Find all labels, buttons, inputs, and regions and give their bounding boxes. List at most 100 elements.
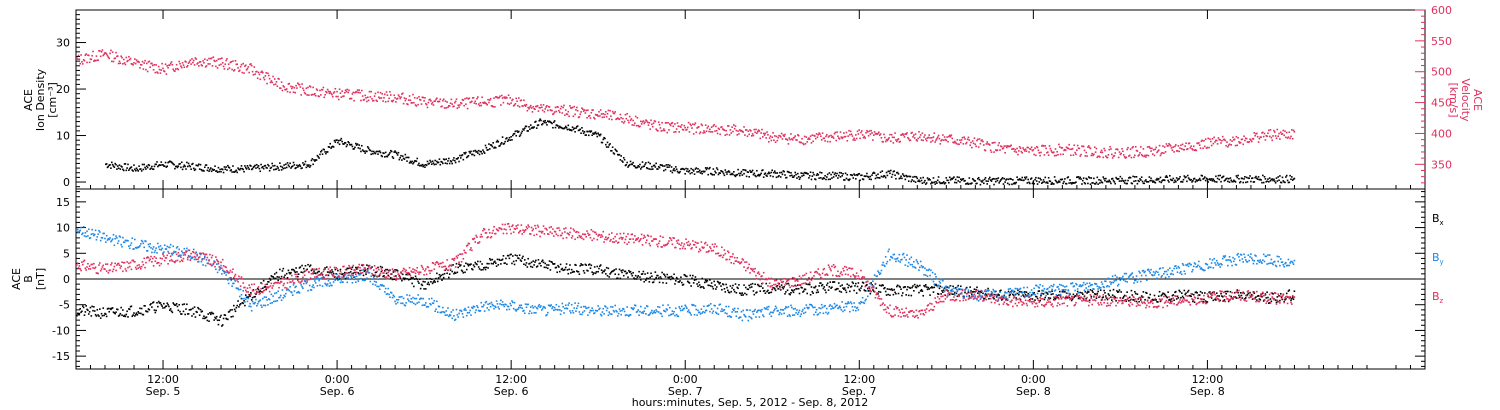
bx-point [407,273,409,275]
velocity-point [1121,147,1123,150]
bx-point [292,268,295,271]
bx-point [341,273,343,276]
density-point [925,182,928,184]
velocity-point [100,50,103,53]
by-point [359,273,361,276]
density-point [1188,178,1191,181]
velocity-point [521,105,524,107]
bx-point [221,324,224,326]
bx-point [789,293,791,296]
velocity-point [125,56,128,59]
velocity-point [806,141,808,143]
density-point [460,154,463,157]
velocity-point [1116,148,1119,151]
velocity-point [429,98,431,101]
density-point [120,165,122,168]
density-point [759,173,762,176]
density-point [517,130,520,133]
bx-point [1078,297,1081,299]
bx-point [1116,291,1119,293]
density-point [462,158,465,161]
velocity-point [1139,152,1141,154]
velocity-point [1195,149,1198,152]
bx-point [392,271,395,273]
velocity-point [240,63,243,66]
density-point [1068,182,1070,184]
by-point [314,280,316,282]
velocity-point [207,63,210,65]
velocity-point [403,97,406,99]
bx-point [1016,292,1018,295]
bx-point [471,268,474,271]
by-point [211,264,214,267]
density-point [1027,178,1029,181]
velocity-point [478,104,481,107]
bx-point [511,262,513,265]
bx-point [303,270,306,273]
bx-point [412,276,414,279]
bx-point [1022,294,1024,296]
density-point [826,176,828,178]
bx-point [1121,299,1123,302]
density-point [268,169,271,172]
velocity-point [599,115,601,117]
velocity-point [944,138,947,141]
bx-point [1073,296,1076,298]
density-point [1057,181,1059,184]
density-point [971,182,973,184]
by-point [108,238,111,241]
bx-point [512,260,515,263]
by-point [245,295,248,298]
bx-point [1202,300,1204,303]
density-point [1018,178,1021,180]
bx-point [836,287,838,290]
bx-point [1259,298,1262,301]
density-point [195,164,198,167]
bx-point [169,309,171,311]
velocity-point [989,149,992,152]
density-point [432,162,435,164]
velocity-point [417,103,419,106]
density-point [605,146,608,148]
bx-point [583,272,586,274]
bx-point [199,308,202,311]
bx-point [698,284,701,286]
by-point [99,231,101,233]
density-point [1127,179,1129,182]
bx-point [709,285,712,287]
density-point [1055,180,1058,183]
density-point [1051,181,1053,184]
by-point [89,237,92,239]
bx-point [157,300,160,303]
bx-point [313,270,315,272]
bx-point [1129,299,1132,301]
bx-point [578,273,581,275]
density-point [901,177,903,180]
bx-point [1218,295,1221,297]
by-point [157,242,159,245]
velocity-point [734,125,737,127]
velocity-point [946,136,948,138]
velocity-point [297,83,300,86]
bx-point [530,261,533,264]
density-point [743,172,745,175]
bx-point [831,281,834,283]
velocity-point [148,60,151,63]
density-point [1233,179,1235,182]
by-point [222,270,225,272]
density-point [693,173,696,175]
bx-point [110,307,113,310]
by-point [379,284,382,286]
velocity-point [721,128,724,130]
bx-point [975,288,977,291]
density-point [321,153,324,155]
bx-point [820,284,823,287]
velocity-point [145,68,147,71]
bx-point [808,283,811,286]
by-point [268,298,271,301]
bx-point [1174,291,1176,294]
bx-point [395,269,398,271]
density-point [922,176,925,179]
density-point [1076,176,1079,178]
